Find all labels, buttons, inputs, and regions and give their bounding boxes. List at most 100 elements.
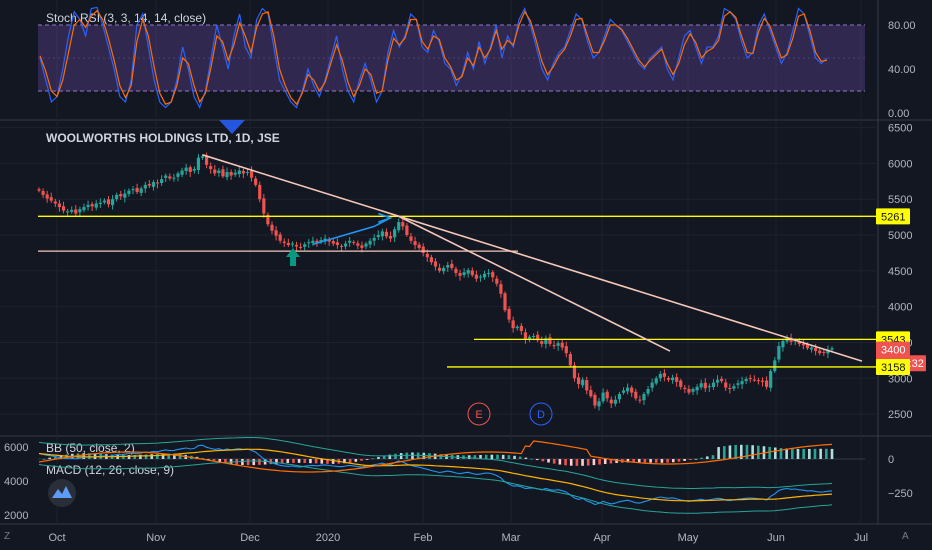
- candle-body: [589, 390, 593, 397]
- candle-body: [748, 378, 752, 380]
- macd-histogram-bar: [808, 448, 811, 459]
- macd-histogram-bar: [144, 454, 148, 459]
- corner-right-label[interactable]: A: [902, 531, 909, 542]
- macd-histogram-bar: [802, 448, 805, 459]
- macd-histogram-bar: [224, 459, 227, 463]
- macd-histogram-bar: [660, 459, 664, 463]
- candle-body: [433, 261, 438, 267]
- macd-histogram-bar: [178, 454, 182, 459]
- candle-body: [233, 172, 237, 175]
- candle-body: [540, 341, 544, 344]
- macd-histogram-bar: [201, 458, 205, 459]
- macd-histogram-bar: [722, 446, 726, 459]
- macd-histogram-bar: [785, 448, 788, 459]
- candle-body: [777, 346, 781, 360]
- price-tag-bg: [876, 208, 910, 225]
- candle-body: [384, 231, 389, 237]
- macd-histogram-bar: [331, 459, 335, 464]
- macd-histogram-bar: [42, 459, 46, 460]
- bb-lower-band: [38, 460, 833, 514]
- macd-histogram-bar: [479, 454, 482, 459]
- earnings-marker[interactable]: E: [467, 402, 491, 426]
- bb-axis-tick: 6000: [4, 442, 28, 454]
- candle-body: [801, 343, 805, 346]
- macd-histogram-bar: [399, 453, 403, 459]
- candle-body: [237, 170, 241, 174]
- candle-body: [168, 176, 172, 179]
- candle-body: [552, 345, 556, 347]
- candle-body: [221, 169, 225, 177]
- macd-histogram-bar: [569, 459, 573, 466]
- macd-histogram-bar: [343, 459, 346, 464]
- time-axis-tick: Jul: [854, 532, 868, 544]
- candle-body: [769, 371, 773, 388]
- candle-body: [495, 278, 499, 284]
- macd-histogram-bar: [757, 445, 760, 459]
- tradingview-logo-icon[interactable]: [48, 479, 76, 507]
- candle-body: [115, 194, 119, 200]
- macd-histogram-bar: [173, 453, 176, 459]
- candle-body: [380, 231, 384, 237]
- time-axis-tick: Mar: [502, 532, 521, 544]
- macd-histogram-bar: [241, 459, 244, 465]
- macd-histogram-bar: [48, 457, 51, 459]
- candle-body: [536, 334, 540, 341]
- corner-left-label[interactable]: Z: [4, 531, 11, 542]
- macd-histogram-bar: [654, 459, 658, 463]
- candle-body: [303, 244, 307, 247]
- candle-body: [45, 194, 49, 199]
- time-axis-tick: Jun: [767, 532, 785, 544]
- macd-histogram-bar: [150, 454, 154, 459]
- candle-body: [711, 382, 716, 388]
- candle-body: [814, 347, 818, 352]
- macd-histogram-bar: [286, 459, 290, 464]
- candle-body: [707, 386, 711, 388]
- macd-histogram-bar: [275, 459, 278, 464]
- stoch-axis-tick: 80.00: [888, 20, 916, 32]
- candle-body: [478, 276, 483, 278]
- macd-histogram-bar: [677, 459, 681, 462]
- candle-body: [646, 389, 650, 394]
- macd-histogram-bar: [309, 459, 312, 464]
- candle-body: [781, 341, 785, 348]
- macd-histogram-bar: [637, 459, 641, 463]
- candle-body: [192, 169, 196, 171]
- dividend-marker[interactable]: D: [529, 402, 553, 426]
- candle-body: [78, 209, 82, 213]
- candle-body: [66, 211, 70, 213]
- macd-histogram-bar: [280, 459, 284, 464]
- candle-body: [405, 225, 409, 236]
- candle-body: [581, 379, 585, 386]
- candle-body: [311, 240, 315, 244]
- candle-body: [556, 343, 560, 346]
- candle-body: [127, 190, 131, 194]
- candle-body: [307, 242, 311, 244]
- candle-body: [188, 167, 192, 172]
- candle-body: [621, 390, 626, 393]
- candle-body: [650, 382, 654, 388]
- macd-title: MACD (12, 26, close, 9): [46, 463, 174, 477]
- candle-body: [491, 272, 495, 278]
- candle-body: [773, 360, 777, 372]
- dividend-marker-label: D: [537, 409, 545, 421]
- candle-body: [172, 177, 176, 179]
- candle-body: [372, 237, 376, 241]
- candle-body: [691, 389, 695, 392]
- candle-body: [241, 170, 245, 174]
- macd-histogram-bar: [507, 455, 511, 459]
- candle-body: [417, 244, 421, 248]
- candle-body: [74, 209, 78, 214]
- macd-histogram-bar: [552, 459, 556, 464]
- candle-body: [515, 326, 519, 329]
- candle-body: [368, 240, 372, 245]
- candle-body: [258, 184, 262, 200]
- candle-body: [139, 188, 143, 193]
- candle-body: [184, 167, 188, 171]
- time-axis-tick: May: [678, 532, 699, 544]
- candle-body: [319, 240, 323, 243]
- candle-body: [638, 399, 642, 401]
- candle-body: [229, 171, 233, 176]
- time-axis-tick: Dec: [240, 532, 260, 544]
- macd-histogram-bar: [694, 458, 698, 460]
